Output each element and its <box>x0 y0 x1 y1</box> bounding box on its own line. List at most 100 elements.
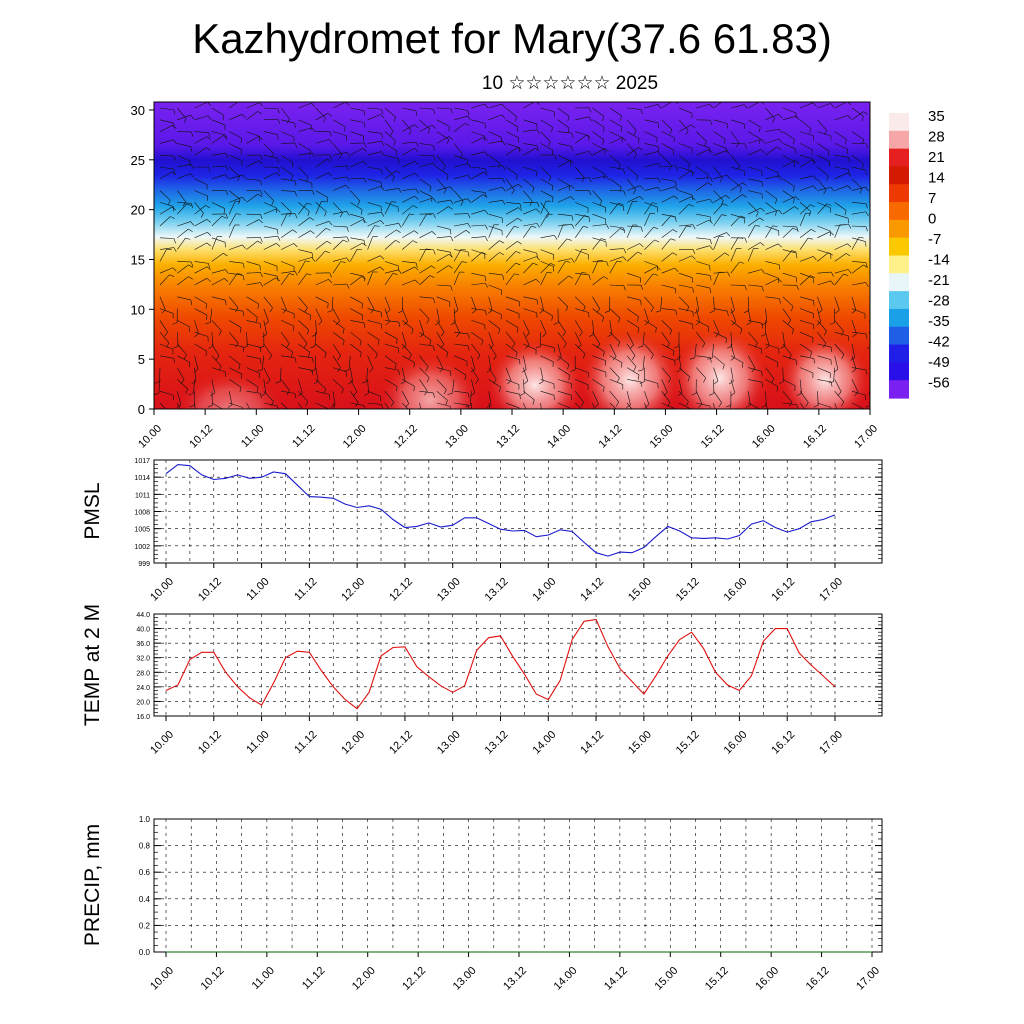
wind-barb <box>159 320 168 333</box>
wind-barb-flag <box>813 175 817 181</box>
wind-barb <box>454 343 469 347</box>
wind-barb <box>246 282 261 286</box>
wind-barb <box>765 175 780 180</box>
wind-barb <box>159 119 174 124</box>
wind-barb-flag <box>433 298 436 304</box>
wind-barb-flag <box>621 362 623 368</box>
wind-barb <box>713 271 728 274</box>
wind-barb-flag <box>206 315 208 321</box>
wind-barb <box>211 252 224 262</box>
wind-barb <box>644 308 649 323</box>
wind-barb <box>626 201 633 215</box>
wind-barb-flag <box>394 363 397 369</box>
wind-barb-flag <box>532 399 535 405</box>
wind-barb <box>869 178 870 180</box>
wind-barb <box>644 104 658 109</box>
wind-barb <box>194 219 208 227</box>
x-tick-label: 14.00 <box>552 965 580 993</box>
wind-barb <box>194 231 208 239</box>
wind-barb <box>350 320 365 324</box>
wind-barb <box>367 220 381 227</box>
wind-barb <box>194 102 208 109</box>
wind-barb-flag <box>778 175 783 181</box>
wind-barb <box>557 107 570 117</box>
wind-barb-flag <box>847 185 852 190</box>
wind-barb-flag <box>623 169 625 175</box>
wind-barb-flag <box>848 157 850 163</box>
wind-barb <box>298 367 313 371</box>
wind-barb <box>228 224 235 238</box>
wind-barb <box>194 115 209 121</box>
wind-barb <box>730 320 743 330</box>
wind-barb-flag <box>207 232 212 237</box>
wind-barb-flag <box>513 226 519 228</box>
wind-barb-flag <box>711 417 715 419</box>
wind-barb <box>609 256 624 262</box>
wind-barb-flag <box>381 212 385 217</box>
wind-barb <box>436 206 449 215</box>
wind-barb-flag <box>724 252 730 256</box>
wind-barb <box>765 166 779 174</box>
wind-barb <box>471 367 479 380</box>
wind-barb-flag <box>344 369 350 372</box>
colorbar-label: 14 <box>928 170 945 187</box>
wind-barb-flag <box>336 320 340 325</box>
wind-barb-flag <box>485 224 488 230</box>
wind-barb <box>869 131 870 134</box>
wind-barb <box>159 216 171 227</box>
x-tick-label: 15.12 <box>703 965 731 993</box>
wind-barb <box>505 390 520 395</box>
wind-barb-flag <box>514 116 518 122</box>
wind-barb <box>557 390 572 396</box>
wind-barb-flag <box>811 149 813 155</box>
wind-barb-flag <box>183 354 187 360</box>
wind-barb <box>281 190 296 192</box>
wind-barb-flag <box>225 190 229 196</box>
wind-barb <box>384 273 394 286</box>
x-tick-label: 10.12 <box>196 576 224 604</box>
wind-barb <box>557 355 570 365</box>
wind-barb <box>505 402 520 409</box>
wind-barb-flag <box>221 215 227 219</box>
wind-barb <box>315 190 329 198</box>
wind-barb <box>436 253 449 262</box>
wind-barb <box>730 182 743 191</box>
wind-barb <box>194 242 208 250</box>
wind-barb-flag <box>760 149 765 154</box>
wind-barb <box>575 202 589 209</box>
wind-barb <box>678 308 693 312</box>
wind-barb-flag <box>535 102 540 105</box>
wind-barb <box>471 252 483 262</box>
wind-barb-flag <box>443 189 447 194</box>
wind-barb <box>505 147 518 156</box>
wind-barb-flag <box>550 263 556 266</box>
wind-barb-flag <box>207 404 213 408</box>
x-tick-label: 16.12 <box>801 423 829 451</box>
wind-barb-flag <box>840 331 844 336</box>
wind-barb-flag <box>865 226 868 232</box>
wind-barb <box>730 355 744 363</box>
wind-barb-flag <box>477 354 481 360</box>
wind-barb <box>592 379 605 388</box>
wind-barb <box>402 240 414 250</box>
wind-barb <box>280 166 293 176</box>
wind-barb-flag <box>425 248 431 250</box>
wind-barb <box>332 283 347 286</box>
wind-barb-flag <box>675 310 678 316</box>
wind-barb-flag <box>502 274 505 280</box>
wind-barb <box>782 206 795 215</box>
wind-barb <box>817 296 823 311</box>
wind-barb <box>453 320 461 334</box>
wind-barb-flag <box>776 386 778 392</box>
wind-barb <box>298 390 309 402</box>
wind-barb-flag <box>485 168 487 174</box>
wind-barb-flag <box>275 277 280 282</box>
wind-barb-flag <box>191 131 194 137</box>
wind-barb <box>626 320 640 329</box>
wind-barb <box>765 296 780 299</box>
wind-barb <box>315 202 327 212</box>
wind-barb <box>696 355 711 358</box>
wind-barb-flag <box>622 137 627 142</box>
wind-barb <box>713 194 726 203</box>
wind-barb <box>713 252 725 262</box>
